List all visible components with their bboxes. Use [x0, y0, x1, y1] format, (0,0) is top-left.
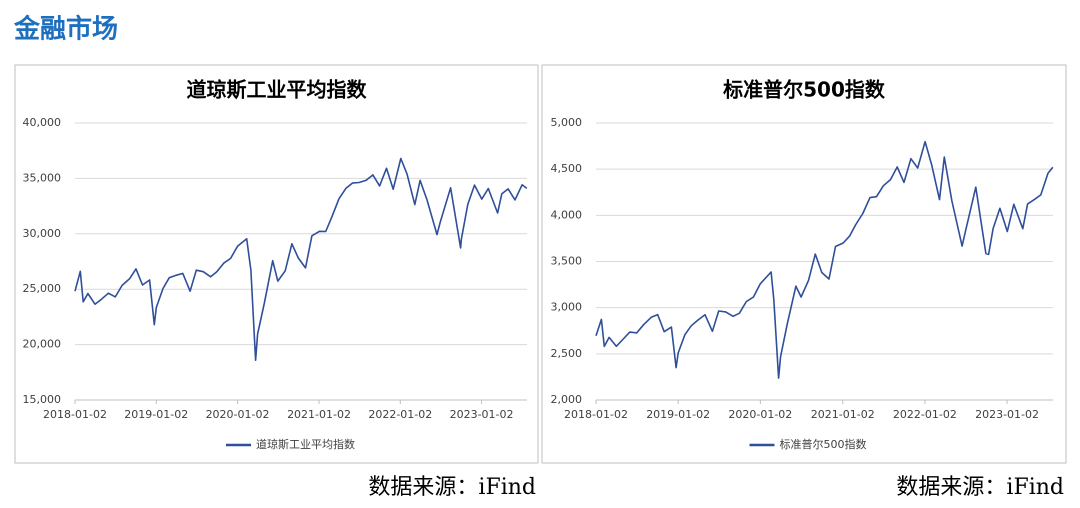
x-tick-label: 2022-01-02 [368, 408, 432, 421]
y-tick-label: 40,000 [23, 116, 62, 129]
y-tick-label: 25,000 [23, 282, 62, 295]
source-note: 数据来源：iFind [896, 475, 1064, 500]
y-tick-label: 20,000 [23, 338, 62, 351]
y-tick-label: 15,000 [23, 393, 62, 406]
x-tick-label: 2021-01-02 [287, 408, 351, 421]
panel-border [14, 64, 539, 464]
y-tick-label: 3,500 [551, 255, 583, 268]
y-tick-label: 2,000 [551, 393, 583, 406]
y-tick-label: 5,000 [551, 116, 583, 129]
page-header: 金融市场 [13, 14, 118, 45]
y-tick-label: 30,000 [23, 227, 62, 240]
y-tick-label: 4,500 [551, 162, 583, 175]
x-tick-label: 2020-01-02 [728, 408, 792, 421]
chart-title: 标准普尔500指数 [723, 78, 886, 102]
line-series [595, 140, 1054, 379]
source-note: 数据来源：iFind [368, 475, 536, 500]
x-tick-label: 2018-01-02 [564, 408, 628, 421]
line-series [74, 157, 528, 361]
x-tick-label: 2021-01-02 [811, 408, 875, 421]
y-tick-label: 4,000 [551, 208, 583, 221]
x-tick-label: 2023-01-02 [975, 408, 1039, 421]
y-tick-label: 3,000 [551, 301, 583, 314]
x-tick-label: 2023-01-02 [450, 408, 514, 421]
panel-border [541, 64, 1067, 464]
legend-label: 道琼斯工业平均指数 [256, 437, 355, 451]
x-tick-label: 2019-01-02 [124, 408, 188, 421]
legend-label: 标准普尔500指数 [780, 437, 867, 451]
x-tick-label: 2020-01-02 [206, 408, 270, 421]
x-tick-label: 2018-01-02 [43, 408, 107, 421]
y-tick-label: 2,500 [551, 347, 583, 360]
x-tick-label: 2019-01-02 [646, 408, 710, 421]
x-tick-label: 2022-01-02 [893, 408, 957, 421]
chart-title: 道琼斯工业平均指数 [187, 78, 368, 102]
y-tick-label: 35,000 [23, 171, 62, 184]
